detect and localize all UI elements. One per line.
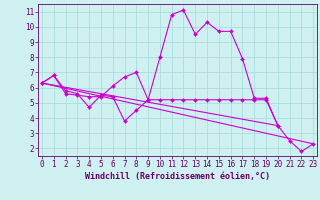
X-axis label: Windchill (Refroidissement éolien,°C): Windchill (Refroidissement éolien,°C) bbox=[85, 172, 270, 181]
